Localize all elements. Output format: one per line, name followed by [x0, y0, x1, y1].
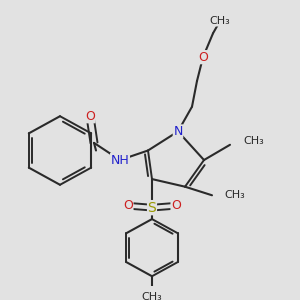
- Text: O: O: [85, 110, 95, 123]
- Text: O: O: [171, 199, 181, 212]
- Text: S: S: [148, 201, 156, 215]
- Text: O: O: [123, 199, 133, 212]
- Text: O: O: [198, 51, 208, 64]
- Text: N: N: [173, 125, 183, 138]
- Text: CH₃: CH₃: [243, 136, 264, 146]
- Text: CH₃: CH₃: [210, 16, 230, 26]
- Text: NH: NH: [111, 154, 129, 166]
- Text: CH₃: CH₃: [224, 190, 245, 200]
- Text: CH₃: CH₃: [142, 292, 162, 300]
